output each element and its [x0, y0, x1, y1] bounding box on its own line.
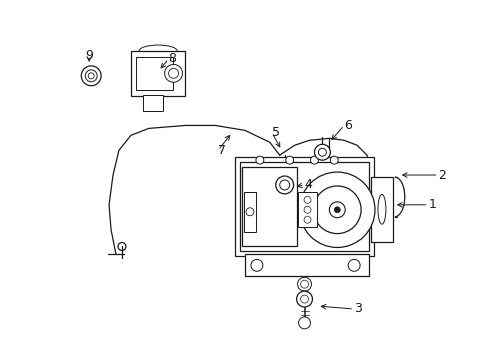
- Text: 5: 5: [271, 126, 279, 139]
- Circle shape: [313, 186, 360, 234]
- Circle shape: [334, 207, 340, 213]
- Circle shape: [330, 156, 338, 164]
- Text: 9: 9: [85, 49, 93, 63]
- Bar: [297, 192, 317, 227]
- Circle shape: [296, 291, 312, 307]
- Bar: [136, 57, 172, 90]
- Circle shape: [297, 277, 311, 291]
- Bar: [235, 157, 373, 256]
- Text: 6: 6: [344, 119, 351, 132]
- Circle shape: [168, 68, 178, 78]
- Circle shape: [275, 176, 293, 194]
- Bar: [370, 177, 392, 242]
- Circle shape: [250, 260, 263, 271]
- Circle shape: [314, 144, 330, 160]
- Ellipse shape: [377, 194, 385, 224]
- Text: 1: 1: [427, 198, 436, 211]
- Bar: [244, 255, 368, 276]
- Circle shape: [255, 156, 264, 164]
- Circle shape: [299, 172, 374, 247]
- Text: 7: 7: [218, 144, 226, 157]
- Text: 2: 2: [438, 168, 446, 181]
- Circle shape: [285, 156, 293, 164]
- Text: 3: 3: [353, 302, 361, 315]
- Circle shape: [310, 156, 318, 164]
- Circle shape: [81, 66, 101, 86]
- Text: 4: 4: [304, 179, 312, 192]
- Circle shape: [298, 317, 310, 329]
- Circle shape: [164, 64, 182, 82]
- Bar: [242, 167, 296, 247]
- Bar: [131, 51, 185, 96]
- Text: 8: 8: [168, 53, 176, 66]
- Circle shape: [328, 202, 345, 218]
- Bar: [142, 95, 163, 111]
- Bar: [240, 162, 368, 251]
- Circle shape: [347, 260, 359, 271]
- Bar: [244, 192, 255, 231]
